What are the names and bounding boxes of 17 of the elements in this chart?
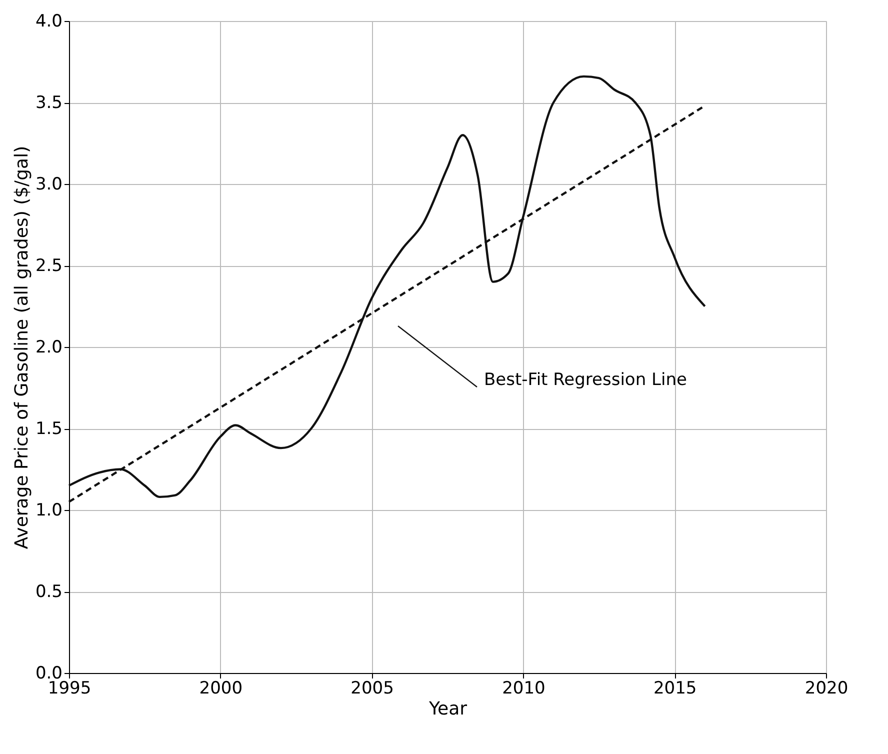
x-tick-label: 2010	[502, 678, 546, 698]
y-axis-title: Average Price of Gasoline (all grades) ($/gal)	[11, 146, 32, 550]
x-tick-label: 1995	[48, 678, 92, 698]
y-tick-label: 0.5	[35, 582, 62, 602]
annotation: Best-Fit Regression Line	[484, 370, 687, 390]
x-axis-title: Year	[428, 698, 468, 720]
y-tick-label: 1.5	[35, 419, 62, 439]
x-tick-label: 2015	[653, 678, 697, 698]
y-tick-label: 3.0	[35, 174, 62, 194]
y-tick-label: 4.0	[35, 12, 62, 32]
x-tick-label: 2020	[804, 678, 848, 698]
y-tick-label: 1.0	[35, 500, 62, 520]
x-tick-label: 2000	[199, 678, 243, 698]
y-tick-label: 2.5	[35, 256, 62, 276]
y-tick-label: 2.0	[35, 338, 62, 358]
y-tick-label: 3.5	[35, 93, 62, 113]
x-tick-label: 2005	[350, 678, 394, 698]
